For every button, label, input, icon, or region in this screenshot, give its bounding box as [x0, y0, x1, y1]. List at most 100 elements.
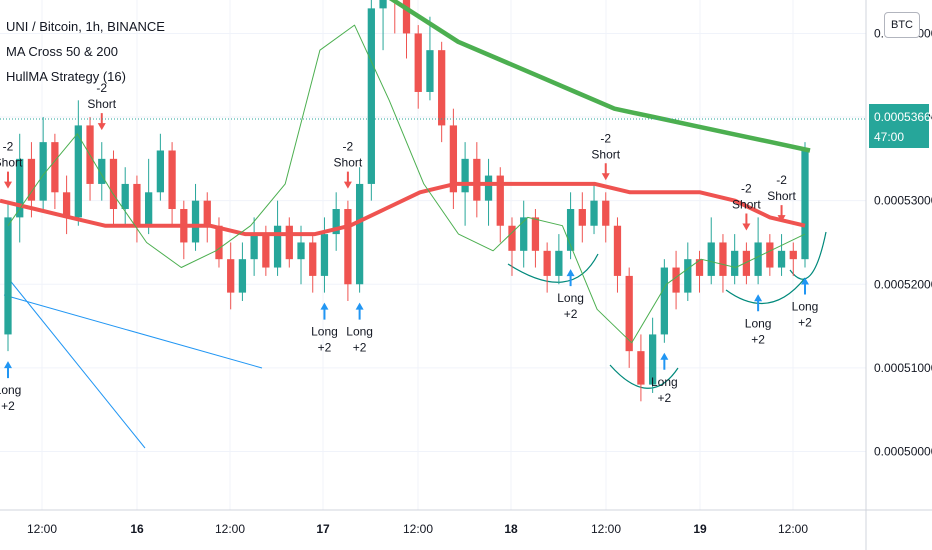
x-tick-label: 12:00	[591, 522, 621, 536]
x-tick-label: 12:00	[403, 522, 433, 536]
candle-up	[590, 200, 598, 226]
trendlines[interactable]	[3, 277, 263, 449]
candle-down	[543, 250, 551, 276]
x-tick-label: 16	[130, 522, 144, 536]
candle-down	[473, 158, 481, 201]
candle-up	[39, 142, 47, 201]
candle-down	[496, 175, 504, 226]
x-tick-label: 12:00	[215, 522, 245, 536]
signal-qty: -2	[600, 131, 611, 145]
candle-down	[449, 125, 458, 193]
signal-label: Long	[651, 375, 678, 389]
moving-average-lines	[0, 0, 811, 344]
candle-down	[133, 183, 141, 226]
candle-up	[355, 183, 364, 285]
signal-qty: -2	[96, 81, 107, 95]
signal-qty: -2	[3, 140, 14, 154]
candle-up	[4, 217, 12, 335]
candle-down	[766, 242, 774, 268]
signal-label: Long	[745, 316, 772, 330]
time-axis[interactable]: 12:00 16 12:00 17 12:00 18 12:00 19 12:00	[27, 522, 808, 536]
candle-down	[578, 209, 586, 226]
signal-label: Long	[557, 291, 584, 305]
candle-down	[695, 259, 704, 276]
chart-legend: UNI / Bitcoin, 1h, BINANCE MA Cross 50 &…	[6, 14, 165, 89]
candle-up	[461, 158, 469, 193]
long-arrow-icon	[566, 269, 575, 287]
x-tick-label: 17	[316, 522, 330, 536]
candle-up	[297, 242, 305, 260]
x-tick-label: 18	[504, 522, 518, 536]
short-arrow-icon	[777, 205, 786, 223]
candle-up	[555, 250, 563, 276]
strategy-signals: -2 Short Long +2 -2 Short Long +2 -2 Short Long +2 L…	[0, 81, 818, 413]
candle-down	[613, 225, 622, 276]
candle-down	[637, 351, 645, 385]
y-tick-label: 0.00051000	[874, 361, 932, 375]
x-tick-label: 12:00	[27, 522, 57, 536]
signal-qty: -2	[741, 181, 752, 195]
candle-down	[62, 192, 71, 218]
signal-qty: +2	[658, 391, 672, 405]
candle-down	[168, 150, 176, 210]
signal-label: Short	[732, 197, 761, 211]
signal-qty: -2	[776, 173, 787, 187]
candle-up	[367, 8, 375, 184]
indicator-hullma[interactable]: HullMA Strategy (16)	[6, 69, 126, 84]
candle-up	[320, 234, 329, 276]
last-price-value: 0.00053669	[874, 110, 932, 124]
candle-up	[520, 217, 528, 251]
candle-down	[719, 242, 727, 276]
long-arrow-icon	[4, 361, 12, 379]
long-arrow-icon	[320, 302, 329, 320]
short-arrow-icon	[343, 171, 352, 189]
short-arrow-icon	[4, 171, 12, 189]
signal-qty: +2	[318, 341, 332, 355]
candle-down	[262, 234, 270, 268]
currency-badge[interactable]: BTC	[884, 12, 920, 38]
signal-label: Short	[334, 156, 363, 170]
curve-annotation	[609, 364, 679, 389]
y-tick-label: 0.00052000	[874, 277, 932, 291]
candle-down	[508, 225, 516, 251]
symbol-title[interactable]: UNI / Bitcoin, 1h, BINANCE	[6, 19, 165, 34]
candle-up	[731, 250, 739, 276]
curve-annotation	[789, 231, 827, 280]
candle-up	[121, 183, 129, 210]
candle-up	[250, 234, 258, 260]
trendline[interactable]	[7, 277, 146, 449]
candle-up	[660, 267, 668, 335]
signal-label: Long	[311, 325, 338, 339]
candle-up	[273, 225, 282, 268]
signal-qty: +2	[564, 307, 578, 321]
candle-up	[754, 242, 762, 276]
curve-annotation	[725, 277, 806, 304]
indicator-ma-cross[interactable]: MA Cross 50 & 200	[6, 44, 118, 59]
long-arrow-icon	[660, 352, 669, 370]
candle-down	[227, 259, 235, 293]
candle-down	[438, 50, 446, 126]
candle-up	[98, 158, 106, 184]
signal-label: Long	[792, 300, 819, 314]
price-axis[interactable]: 0.000550000.000540000.000530000.00052000…	[874, 26, 932, 458]
signal-label: Short	[591, 147, 620, 161]
series-line-ma200	[388, 0, 811, 153]
signal-label: Long	[346, 325, 373, 339]
candle-up	[684, 259, 692, 293]
candle-down	[109, 158, 118, 210]
candle-down	[285, 225, 293, 260]
signal-qty: +2	[751, 332, 765, 346]
candle-down	[402, 0, 411, 34]
signal-qty: +2	[798, 316, 812, 330]
trendline[interactable]	[3, 294, 263, 369]
candle-down	[27, 158, 36, 201]
smile-curves	[507, 231, 827, 389]
candle-up	[484, 175, 493, 201]
signal-label: Short	[0, 156, 23, 170]
candle-down	[51, 142, 59, 193]
candle-up	[191, 200, 200, 243]
long-arrow-icon	[355, 302, 364, 320]
candle-up	[379, 0, 387, 9]
bar-countdown: 47:00	[874, 130, 905, 144]
